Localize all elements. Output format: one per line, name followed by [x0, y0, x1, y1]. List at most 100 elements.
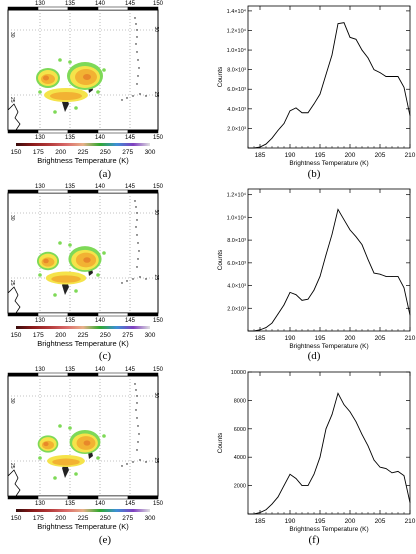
map-border-top-segment — [37, 372, 69, 377]
y-tick-label: 4.0×10³ — [227, 284, 246, 290]
map-islands — [121, 17, 147, 101]
map-panel-e: 130 130 135 135 140 140 145 145 150 150 30 30 25 25 15… — [0, 366, 200, 550]
x-tick-label: 185 — [255, 518, 266, 525]
map-island-dot — [139, 93, 141, 95]
map-lon-label-bottom: 135 — [65, 318, 76, 324]
x-tick-label: 190 — [285, 518, 296, 525]
y-axis-label: Counts — [217, 432, 224, 453]
x-tick-label: 185 — [255, 335, 266, 342]
map-lon-label-top: 135 — [65, 184, 76, 190]
cloud-fragment — [58, 58, 62, 62]
map-lon-label-bottom: 140 — [95, 501, 106, 507]
data-point — [349, 229, 351, 231]
colorbar-tick-label: 225 — [78, 149, 89, 156]
map-island-dot — [136, 266, 138, 268]
map-landmass-philippines — [7, 286, 21, 314]
map-lon-label-bottom: 150 — [153, 501, 164, 507]
colorbar — [16, 143, 150, 146]
data-point — [283, 485, 285, 486]
map-landmass-philippines — [7, 469, 21, 497]
x-tick-label: 185 — [255, 152, 266, 159]
data-point — [361, 434, 363, 435]
x-tick-label: 205 — [375, 335, 386, 342]
map-border-top-segment — [97, 189, 129, 194]
cloud-fragment — [68, 426, 72, 430]
data-point — [271, 322, 273, 324]
data-point — [397, 276, 399, 277]
x-axis-label: Brightness Temperature (K) — [289, 343, 368, 350]
data-point — [409, 314, 411, 316]
cloud-fragment — [68, 60, 72, 64]
data-point — [307, 298, 309, 300]
x-tick-label: 195 — [315, 335, 326, 342]
data-point — [259, 512, 261, 513]
map-island-dot — [136, 417, 138, 419]
cloud-fragment — [53, 293, 57, 297]
map-border-bottom-segment — [67, 495, 99, 500]
map-lat-label-left: 30 — [9, 215, 15, 221]
data-point — [319, 456, 321, 458]
data-point — [271, 503, 273, 505]
data-point — [337, 23, 339, 24]
map-svg: 130 130 135 135 140 140 145 145 150 150 30 30 25 25 15… — [7, 367, 164, 531]
data-point — [259, 329, 261, 331]
x-tick-label: 210 — [405, 152, 416, 159]
colorbar-tick-label: 175 — [33, 515, 44, 522]
map-border-bottom-segment — [97, 129, 129, 134]
plot-frame — [247, 188, 411, 332]
data-point — [337, 209, 339, 210]
map-lon-label-top: 150 — [153, 1, 164, 7]
map-lat-label-left: 25 — [9, 97, 15, 103]
map-border-top-segment — [7, 372, 39, 377]
map-svg: 130 130 135 135 140 140 145 145 150 150 30 30 25 25 15… — [7, 1, 164, 165]
map-lon-label-top: 135 — [65, 367, 76, 373]
y-tick-label: 8.0×10³ — [227, 238, 246, 244]
colorbar-tick-label: 275 — [122, 515, 133, 522]
colorbar-tick-label: 275 — [122, 332, 133, 339]
y-tick-label: 6.0×10³ — [227, 87, 246, 93]
map-island-dot — [132, 95, 134, 97]
data-point — [259, 146, 261, 148]
map-lon-label-bottom: 145 — [125, 135, 136, 141]
map-lon-label-bottom: 135 — [65, 501, 76, 507]
chart-svg: 185 190 195 200 205 210 2000 4000 6000 8000 10000 B… — [217, 370, 416, 533]
data-point — [337, 393, 339, 394]
data-point — [373, 272, 375, 274]
data-point — [295, 478, 297, 479]
data-point — [373, 459, 375, 461]
data-point — [397, 471, 399, 472]
map-island-dot — [137, 59, 139, 61]
map-landmass-philippines — [7, 103, 21, 131]
map-island-dot — [121, 282, 123, 284]
y-tick-label: 8.0×10³ — [227, 68, 246, 74]
map-lat-label-left: 30 — [9, 32, 15, 38]
data-point — [331, 54, 333, 56]
map-border-bottom-segment — [97, 312, 129, 317]
data-point — [361, 49, 363, 51]
map-island-dot — [138, 250, 140, 252]
data-point — [253, 147, 255, 149]
colorbar-tick-label: 175 — [33, 149, 44, 156]
cloud-fragment — [102, 68, 106, 72]
map-svg: 130 130 135 135 140 140 145 145 150 150 30 30 25 25 15… — [7, 184, 164, 348]
data-point — [349, 411, 351, 413]
data-point — [253, 330, 255, 332]
x-tick-label: 190 — [285, 335, 296, 342]
map-lon-label-bottom: 130 — [35, 135, 46, 141]
data-point — [391, 276, 393, 277]
map-islands — [121, 200, 147, 284]
caption-d: (d) — [307, 350, 321, 362]
map-island-dot — [134, 17, 136, 19]
cloud-fragment — [74, 106, 78, 110]
map-island-dot — [136, 83, 138, 85]
data-point — [247, 330, 249, 332]
cloud-fragment — [38, 456, 42, 460]
y-tick-label: 2.0×10³ — [227, 306, 246, 312]
map-border-top-segment — [7, 189, 39, 194]
colorbar-tick-label: 150 — [11, 515, 22, 522]
map-lon-label-top: 130 — [35, 184, 46, 190]
map-lon-label-top: 140 — [95, 367, 106, 373]
map-island-dot — [135, 409, 137, 411]
plot-frame — [247, 371, 411, 515]
y-tick-label: 6.0×10³ — [227, 261, 246, 267]
